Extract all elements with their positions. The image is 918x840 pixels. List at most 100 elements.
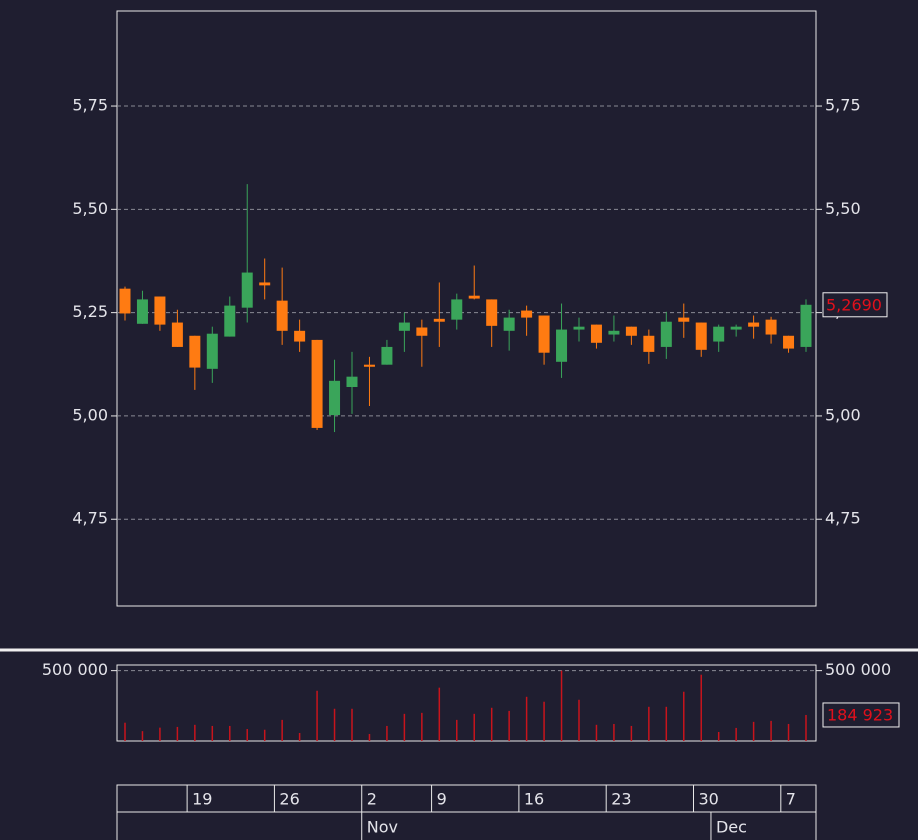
volume-bar (560, 670, 563, 741)
candle-body (294, 330, 306, 342)
volume-bar (595, 724, 598, 741)
month-label: Dec (716, 818, 747, 837)
candle-body (765, 319, 777, 335)
x-tick-label: 16 (524, 790, 544, 809)
candle-body (381, 346, 393, 365)
candle-body (800, 304, 812, 347)
x-tick-label: 19 (192, 790, 212, 809)
volume-bar (438, 687, 441, 741)
y-tick-label: 5,75 (72, 96, 108, 115)
volume-bar (263, 729, 266, 741)
price-plot-frame (116, 10, 817, 607)
month-label: Nov (367, 818, 398, 837)
volume-bar (403, 713, 406, 741)
last-price-box (822, 292, 888, 318)
candle-body (171, 322, 183, 347)
volume-bar (386, 725, 388, 741)
y2-tick-label: 5,00 (825, 405, 861, 424)
volume-bar (717, 731, 720, 741)
candle-body (608, 330, 620, 335)
y2-tick-label: 4,75 (825, 509, 861, 528)
candle-body (538, 315, 550, 353)
volume-bar (298, 732, 301, 741)
volume-bar (176, 726, 179, 741)
x-tick-label: 9 (437, 790, 447, 809)
y-tick-label: 500 000 (42, 660, 108, 679)
volume-bar (665, 706, 668, 741)
x-tick-label: 30 (699, 790, 719, 809)
candle-body (259, 282, 271, 286)
candle-body (398, 322, 410, 331)
y2-tick-label: 5,50 (825, 199, 861, 218)
candle-body (276, 300, 288, 331)
candle-body (329, 380, 341, 416)
y-tick-label: 5,25 (72, 302, 108, 321)
volume-bar (770, 720, 772, 741)
x-tick-label: 2 (367, 790, 377, 809)
candle-body (556, 329, 568, 362)
candle-body (573, 326, 585, 330)
volume-bar (124, 722, 126, 741)
volume-bar (211, 725, 214, 741)
last-volume-box (822, 702, 900, 728)
volume-plot-frame (116, 664, 817, 742)
volume-bar (281, 719, 283, 741)
x-tick-label: 23 (611, 790, 631, 809)
candle-body (643, 335, 655, 352)
candle-body (503, 317, 515, 331)
volume-bar (229, 725, 231, 741)
candle-body (433, 318, 445, 322)
date-axis-frame (116, 784, 817, 840)
volume-bar (316, 690, 318, 741)
volume-bar (194, 724, 196, 741)
volume-bar (421, 712, 423, 741)
volume-bar (368, 733, 371, 741)
volume-bar (787, 723, 790, 741)
volume-bar (141, 731, 144, 741)
candle-body (136, 299, 148, 324)
volume-bar (630, 725, 633, 741)
candle-body (119, 288, 131, 314)
candle-body (748, 322, 760, 327)
x-tick-label: 26 (279, 790, 299, 809)
candle-body (154, 296, 166, 325)
x-tick-label: 7 (786, 790, 796, 809)
candle-body (468, 295, 480, 299)
candle-body (678, 317, 690, 322)
y2-tick-label: 500 000 (825, 660, 891, 679)
volume-bar (613, 723, 615, 741)
candle-body (451, 299, 463, 320)
candle-body (206, 333, 218, 369)
y2-tick-label: 5,75 (825, 96, 861, 115)
candle-body (311, 339, 323, 428)
y-tick-label: 5,00 (72, 405, 108, 424)
volume-bar (351, 708, 353, 741)
candle-body (346, 376, 358, 388)
volume-bar (508, 710, 510, 741)
volume-bar (805, 714, 807, 741)
volume-bar (543, 701, 545, 741)
volume-bar (683, 691, 685, 741)
candle-body (783, 335, 795, 349)
y-tick-label: 5,50 (72, 199, 108, 218)
candle-body (521, 310, 533, 318)
candle-body (713, 326, 725, 342)
volume-bar (578, 699, 580, 741)
volume-bar (246, 729, 248, 741)
volume-bar (648, 706, 650, 741)
candle-body (660, 321, 672, 347)
volume-bar (752, 721, 755, 741)
candle-body (224, 305, 236, 337)
candle-body (363, 364, 375, 367)
volume-bar (490, 707, 493, 741)
candle-body (241, 272, 253, 308)
volume-bar (456, 719, 458, 741)
candle-body (590, 324, 602, 343)
volume-bar (473, 713, 475, 741)
candle-body (730, 326, 742, 330)
volume-bar (525, 696, 528, 741)
candle-body (416, 327, 428, 336)
candle-body (695, 322, 707, 350)
